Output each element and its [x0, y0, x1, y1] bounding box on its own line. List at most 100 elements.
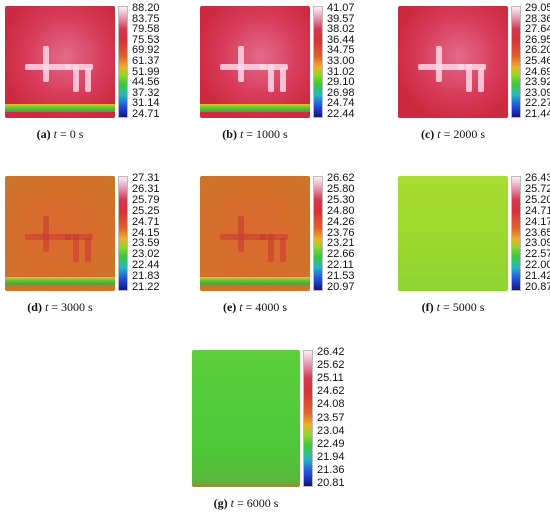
image-feature [85, 68, 91, 92]
image-feature [73, 234, 79, 262]
caption: (d) t = 3000 s [27, 300, 92, 315]
image-feature [238, 216, 244, 252]
image-feature [73, 64, 79, 92]
colorbar-label: 25.25 [132, 204, 160, 217]
colorbar-label: 24.17 [525, 215, 550, 228]
image-feature [238, 46, 244, 82]
caption: (a) t = 0 s [37, 127, 84, 142]
image-stripe [200, 277, 310, 285]
colorbar-label: 31.02 [327, 65, 355, 78]
thermal-image [398, 6, 508, 118]
caption: (e) t = 4000 s [223, 300, 287, 315]
image-feature [43, 216, 49, 252]
colorbar-label: 75.53 [132, 33, 160, 46]
thermal-image [398, 176, 508, 291]
caption-variable: t [53, 127, 57, 141]
colorbar-label: 23.92 [525, 76, 550, 89]
caption-label: (a) [36, 127, 51, 141]
image-feature [280, 68, 286, 92]
colorbar-label: 23.21 [327, 237, 355, 250]
thermal-image [5, 176, 115, 291]
image-feature [478, 68, 484, 92]
colorbar-label: 23.02 [132, 248, 160, 261]
colorbar-label: 26.42 [317, 346, 345, 358]
colorbar [313, 6, 323, 118]
colorbar-label: 79.58 [132, 23, 160, 36]
caption-time: = 1000 s [246, 127, 288, 141]
image-feature [260, 64, 288, 70]
colorbar-label: 21.53 [327, 270, 355, 283]
colorbar-label: 26.95 [525, 33, 550, 46]
caption: (g) t = 6000 s [214, 496, 279, 511]
colorbar-label: 26.43 [525, 172, 550, 184]
image-feature [268, 64, 274, 92]
colorbar-label: 24.69 [525, 65, 550, 78]
colorbar-label: 23.09 [525, 237, 550, 250]
thermal-image [200, 6, 310, 118]
caption-label: (g) [213, 496, 228, 510]
colorbar-label: 21.83 [132, 270, 160, 283]
colorbar-label: 83.75 [132, 12, 160, 25]
colorbar-label: 22.11 [327, 259, 354, 272]
image-stripe [200, 104, 310, 112]
colorbar-label: 41.07 [327, 2, 355, 14]
image-feature [458, 64, 486, 70]
colorbar-label: 23.04 [317, 424, 345, 437]
colorbar-label: 27.31 [132, 172, 160, 184]
caption-label: (d) [27, 300, 42, 314]
colorbar-label: 25.62 [317, 359, 345, 372]
caption-time: = 4000 s [245, 300, 288, 314]
caption: (c) t = 2000 s [421, 127, 485, 142]
caption-variable: t [436, 300, 440, 314]
caption-variable: t [239, 127, 244, 141]
caption-time: = 5000 s [442, 300, 485, 314]
colorbar-label: 69.92 [132, 44, 160, 57]
colorbar-label: 34.75 [327, 44, 355, 57]
colorbar-label: 24.74 [327, 97, 355, 110]
colorbar-label: 25.80 [327, 182, 355, 195]
colorbar-label: 22.27 [525, 97, 550, 110]
caption-label: (c) [420, 127, 435, 141]
image-stripe [5, 104, 115, 112]
colorbar-label: 22.44 [327, 108, 355, 120]
colorbar [303, 350, 313, 487]
colorbar-label: 23.65 [525, 226, 550, 239]
colorbar-label: 88.20 [132, 2, 160, 14]
colorbar-label: 24.15 [132, 226, 160, 239]
colorbar-label: 24.71 [132, 215, 160, 228]
colorbar-label: 22.00 [525, 259, 550, 272]
colorbar-label: 21.36 [317, 463, 345, 476]
colorbar-label: 24.62 [317, 385, 345, 398]
colorbar [118, 6, 128, 118]
colorbar-label: 21.22 [132, 281, 160, 293]
colorbar-label: 27.64 [525, 23, 550, 36]
colorbar-label: 25.20 [525, 193, 550, 206]
colorbar-label: 39.57 [327, 12, 355, 25]
image-feature [280, 238, 286, 262]
colorbar-label: 24.71 [525, 204, 550, 217]
image-feature [436, 46, 442, 82]
colorbar-label: 25.46 [525, 55, 550, 67]
colorbar-label: 20.81 [317, 477, 345, 489]
colorbar-label: 24.26 [327, 215, 355, 228]
colorbar [118, 176, 128, 291]
colorbar-label: 25.72 [525, 182, 550, 195]
colorbar [313, 176, 323, 291]
caption-time: = 3000 s [51, 300, 93, 314]
colorbar-label: 22.49 [317, 437, 345, 450]
image-feature [466, 64, 472, 92]
colorbar-label: 25.30 [327, 193, 355, 206]
colorbar-label: 24.71 [132, 108, 160, 120]
colorbar-label: 31.14 [132, 97, 160, 110]
colorbar [511, 176, 521, 291]
colorbar-label: 25.79 [132, 193, 160, 206]
caption-label: (f) [421, 300, 434, 314]
image-feature [85, 238, 91, 262]
colorbar-label: 29.10 [327, 76, 355, 89]
colorbar-label: 26.98 [327, 86, 355, 99]
colorbar-label: 22.44 [132, 259, 160, 272]
colorbar-label: 24.08 [317, 398, 345, 411]
caption-time: = 0 s [59, 127, 84, 141]
colorbar-label: 20.97 [327, 281, 355, 293]
caption: (f) t = 5000 s [422, 300, 485, 315]
